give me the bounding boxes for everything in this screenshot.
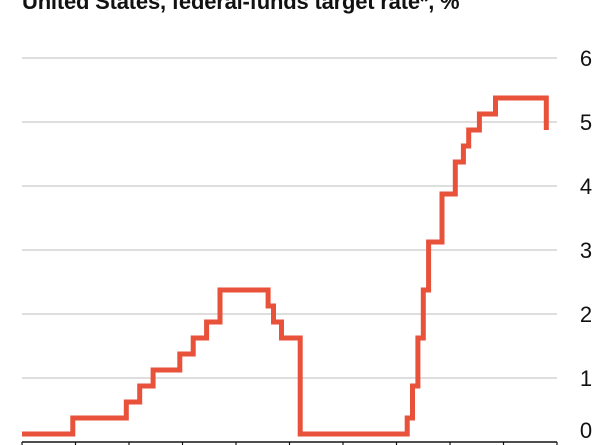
series-layer (22, 95, 549, 437)
y-tick-label: 3 (580, 238, 592, 263)
gridlines (22, 57, 557, 443)
y-tick-label: 1 (580, 366, 592, 391)
y-axis-labels: 0 1 2 3 4 5 6 (580, 46, 592, 443)
chart-title: United States, federal-funds target rate… (22, 0, 460, 14)
y-tick-label: 2 (580, 302, 592, 327)
y-tick-label: 4 (580, 174, 592, 199)
x-axis-ticks (21, 442, 558, 445)
series-line-fed-funds-rate (22, 95, 549, 437)
y-tick-label: 5 (580, 110, 592, 135)
y-tick-label: 6 (580, 46, 592, 71)
y-tick-label: 0 (580, 418, 592, 443)
